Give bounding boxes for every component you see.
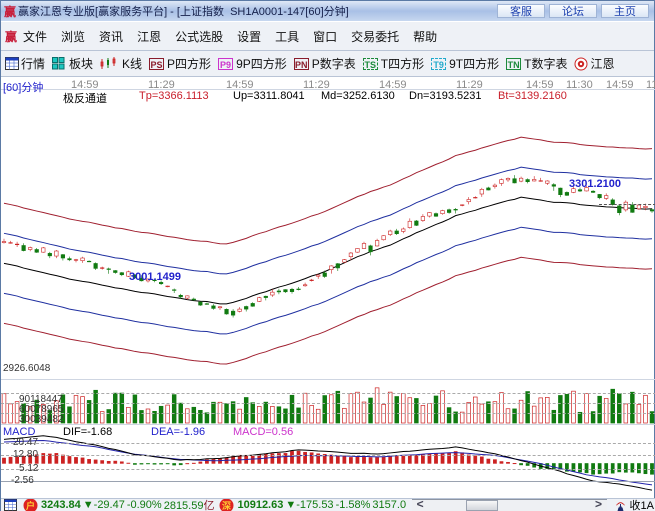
svg-text:户: 户 [26, 500, 35, 511]
svg-text:深: 深 [222, 500, 231, 511]
